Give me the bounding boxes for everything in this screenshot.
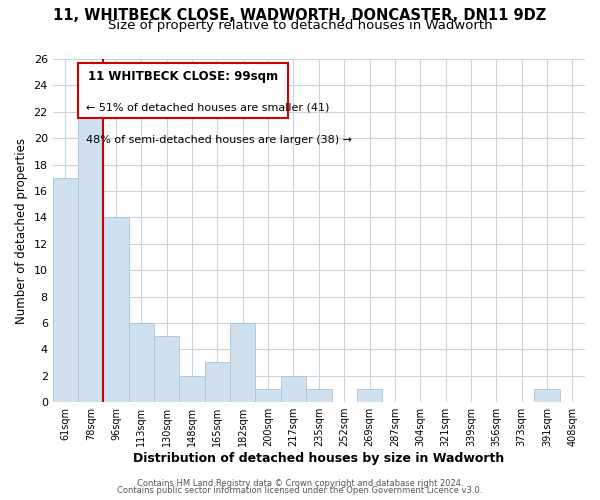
Text: 11, WHITBECK CLOSE, WADWORTH, DONCASTER, DN11 9DZ: 11, WHITBECK CLOSE, WADWORTH, DONCASTER,… — [53, 8, 547, 22]
Bar — [129, 323, 154, 402]
Bar — [256, 389, 281, 402]
Bar — [357, 389, 382, 402]
Text: Contains public sector information licensed under the Open Government Licence v3: Contains public sector information licen… — [118, 486, 482, 495]
Bar — [78, 112, 103, 402]
Bar — [103, 218, 129, 402]
FancyBboxPatch shape — [78, 63, 289, 118]
Bar — [281, 376, 306, 402]
Bar — [306, 389, 332, 402]
Bar — [230, 323, 256, 402]
Text: ← 51% of detached houses are smaller (41): ← 51% of detached houses are smaller (41… — [86, 102, 329, 113]
Text: Size of property relative to detached houses in Wadworth: Size of property relative to detached ho… — [107, 19, 493, 32]
Text: Contains HM Land Registry data © Crown copyright and database right 2024.: Contains HM Land Registry data © Crown c… — [137, 478, 463, 488]
Text: 11 WHITBECK CLOSE: 99sqm: 11 WHITBECK CLOSE: 99sqm — [88, 70, 278, 83]
Bar — [535, 389, 560, 402]
Text: 48% of semi-detached houses are larger (38) →: 48% of semi-detached houses are larger (… — [86, 135, 352, 145]
Bar — [154, 336, 179, 402]
Y-axis label: Number of detached properties: Number of detached properties — [15, 138, 28, 324]
Bar — [205, 362, 230, 402]
Bar — [53, 178, 78, 402]
Bar — [179, 376, 205, 402]
X-axis label: Distribution of detached houses by size in Wadworth: Distribution of detached houses by size … — [133, 452, 505, 465]
